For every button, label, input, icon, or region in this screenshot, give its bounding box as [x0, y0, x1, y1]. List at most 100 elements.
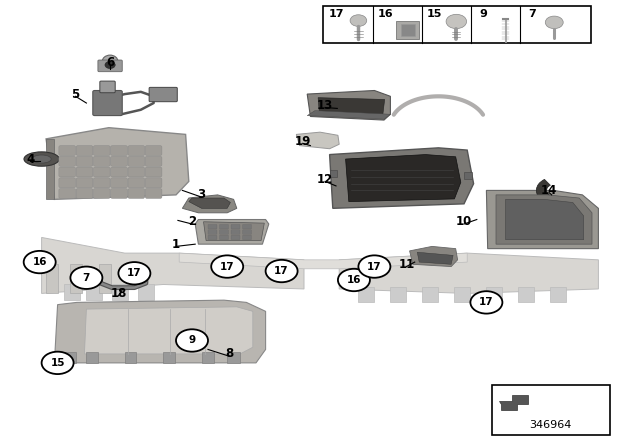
Circle shape: [24, 251, 56, 273]
Circle shape: [545, 16, 563, 29]
Polygon shape: [417, 252, 453, 264]
Polygon shape: [422, 287, 438, 302]
Text: 17: 17: [367, 262, 381, 271]
Polygon shape: [464, 172, 472, 179]
Text: 16: 16: [378, 9, 393, 19]
FancyBboxPatch shape: [76, 146, 93, 155]
FancyBboxPatch shape: [145, 146, 162, 155]
FancyBboxPatch shape: [231, 235, 240, 240]
Text: 15: 15: [426, 9, 442, 19]
FancyBboxPatch shape: [111, 156, 127, 166]
FancyBboxPatch shape: [59, 167, 76, 177]
Text: 17: 17: [127, 268, 141, 278]
FancyBboxPatch shape: [76, 189, 93, 198]
Text: 15: 15: [51, 358, 65, 368]
FancyBboxPatch shape: [76, 167, 93, 177]
Polygon shape: [499, 395, 528, 410]
Polygon shape: [339, 253, 598, 293]
Polygon shape: [486, 190, 598, 249]
Polygon shape: [486, 287, 502, 302]
FancyBboxPatch shape: [128, 146, 145, 155]
Circle shape: [118, 262, 150, 284]
Polygon shape: [46, 264, 58, 293]
Polygon shape: [330, 170, 337, 177]
Polygon shape: [518, 287, 534, 302]
Text: 9: 9: [188, 336, 196, 345]
FancyBboxPatch shape: [492, 385, 610, 435]
Text: 10: 10: [456, 215, 472, 228]
Polygon shape: [46, 139, 54, 199]
FancyBboxPatch shape: [128, 156, 145, 166]
FancyBboxPatch shape: [93, 146, 110, 155]
FancyBboxPatch shape: [111, 167, 127, 177]
Circle shape: [105, 61, 115, 69]
FancyBboxPatch shape: [93, 156, 110, 166]
Polygon shape: [70, 264, 82, 293]
FancyBboxPatch shape: [220, 224, 228, 229]
FancyBboxPatch shape: [208, 224, 217, 229]
Ellipse shape: [32, 155, 51, 163]
FancyBboxPatch shape: [231, 230, 240, 234]
FancyBboxPatch shape: [59, 156, 76, 166]
Polygon shape: [64, 352, 76, 363]
Text: 17: 17: [479, 297, 493, 307]
FancyBboxPatch shape: [243, 230, 252, 234]
Polygon shape: [182, 195, 237, 213]
Polygon shape: [64, 284, 80, 300]
Polygon shape: [227, 352, 240, 363]
Polygon shape: [138, 284, 154, 300]
FancyBboxPatch shape: [59, 189, 76, 198]
Text: 13: 13: [317, 99, 333, 112]
Text: 16: 16: [33, 257, 47, 267]
Polygon shape: [496, 195, 592, 244]
FancyBboxPatch shape: [111, 178, 127, 188]
Polygon shape: [296, 132, 339, 149]
FancyBboxPatch shape: [59, 146, 76, 155]
Polygon shape: [42, 237, 304, 293]
Polygon shape: [330, 148, 474, 208]
Polygon shape: [204, 222, 264, 241]
Polygon shape: [86, 352, 98, 363]
Text: 18: 18: [110, 287, 127, 300]
Text: 7: 7: [83, 273, 90, 283]
Wedge shape: [536, 179, 550, 201]
FancyBboxPatch shape: [128, 178, 145, 188]
FancyBboxPatch shape: [111, 189, 127, 198]
Text: 11: 11: [398, 258, 415, 271]
Text: 17: 17: [328, 9, 344, 19]
FancyBboxPatch shape: [128, 167, 145, 177]
FancyBboxPatch shape: [93, 167, 110, 177]
Circle shape: [338, 269, 370, 291]
Text: 12: 12: [317, 172, 333, 186]
FancyBboxPatch shape: [149, 87, 177, 102]
Circle shape: [266, 260, 298, 282]
FancyBboxPatch shape: [111, 146, 127, 155]
FancyBboxPatch shape: [59, 178, 76, 188]
FancyBboxPatch shape: [243, 224, 252, 229]
Polygon shape: [307, 111, 390, 119]
Polygon shape: [189, 198, 230, 208]
FancyBboxPatch shape: [145, 156, 162, 166]
Polygon shape: [506, 199, 584, 240]
FancyBboxPatch shape: [323, 6, 591, 43]
FancyBboxPatch shape: [145, 178, 162, 188]
Polygon shape: [54, 300, 266, 363]
Polygon shape: [84, 307, 253, 354]
Polygon shape: [318, 98, 385, 116]
Text: 346964: 346964: [529, 420, 572, 430]
FancyBboxPatch shape: [208, 230, 217, 234]
FancyBboxPatch shape: [76, 178, 93, 188]
Text: 4: 4: [26, 152, 34, 166]
Text: 14: 14: [541, 184, 557, 197]
FancyBboxPatch shape: [93, 178, 110, 188]
FancyBboxPatch shape: [100, 81, 115, 93]
Polygon shape: [307, 90, 390, 120]
FancyBboxPatch shape: [401, 24, 415, 36]
Text: 1: 1: [172, 237, 180, 251]
Text: 5: 5: [72, 87, 79, 101]
FancyBboxPatch shape: [220, 230, 228, 234]
FancyBboxPatch shape: [231, 224, 240, 229]
Polygon shape: [390, 287, 406, 302]
Polygon shape: [46, 128, 189, 199]
Circle shape: [211, 255, 243, 278]
